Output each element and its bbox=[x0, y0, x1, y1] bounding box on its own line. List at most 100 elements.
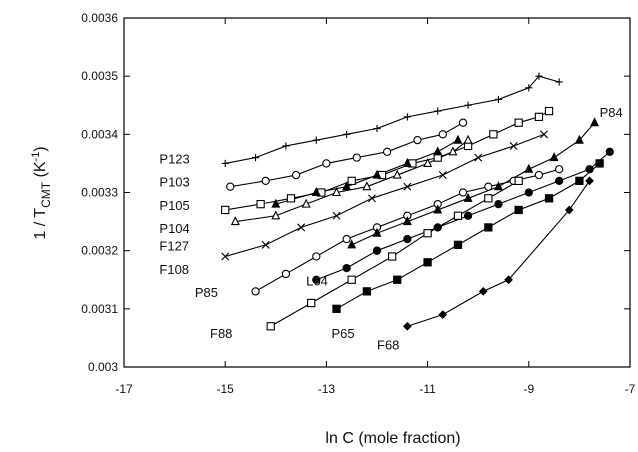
square-marker bbox=[484, 194, 493, 203]
triangle-marker bbox=[230, 216, 240, 226]
diamond-marker bbox=[402, 321, 412, 331]
square-marker bbox=[423, 258, 432, 267]
series-line bbox=[270, 180, 519, 327]
y-tick-label: 0.0033 bbox=[81, 186, 118, 200]
circle-marker bbox=[372, 246, 382, 255]
square-marker bbox=[347, 275, 356, 284]
square-marker bbox=[423, 229, 432, 238]
cross-marker bbox=[297, 223, 306, 232]
square-marker bbox=[484, 223, 493, 232]
plus-marker bbox=[282, 142, 290, 150]
x-axis-title: ln C (mole fraction) bbox=[325, 430, 460, 447]
square-marker bbox=[544, 106, 554, 116]
diamond-marker bbox=[478, 287, 488, 296]
square-marker bbox=[388, 252, 397, 261]
x-tick-label: -9 bbox=[523, 382, 534, 396]
series-label-p65: P65 bbox=[331, 326, 354, 341]
triangle-marker bbox=[332, 187, 342, 197]
circle-marker bbox=[251, 287, 260, 296]
cross-marker-b bbox=[297, 223, 306, 232]
square-marker bbox=[534, 112, 544, 122]
y-tick-label: 0.0031 bbox=[81, 302, 118, 316]
series-label-p103: P103 bbox=[159, 175, 189, 190]
diamond-marker bbox=[438, 310, 448, 320]
square-marker bbox=[347, 176, 356, 186]
triangle-marker bbox=[311, 187, 321, 197]
triangle-marker bbox=[463, 134, 473, 144]
plus-marker bbox=[555, 78, 563, 86]
cross-marker bbox=[474, 153, 483, 162]
series-line bbox=[351, 122, 595, 246]
square-marker bbox=[514, 176, 523, 186]
triangle-marker bbox=[433, 146, 443, 156]
square-marker bbox=[266, 322, 275, 331]
y-axis-title-main: 1 / T bbox=[32, 208, 49, 240]
cross-marker bbox=[438, 171, 447, 180]
series-label-f127: F127 bbox=[159, 239, 189, 254]
chart-axes: -17 -15 -13 -11 -9 -7 0.003 0.0031 0.0032 0.0033 0… bbox=[81, 11, 635, 396]
triangle-marker bbox=[271, 198, 281, 208]
triangle-marker bbox=[574, 134, 584, 144]
triangle-marker bbox=[549, 152, 559, 162]
triangle-marker bbox=[493, 181, 503, 191]
series-line bbox=[225, 133, 545, 258]
triangle-marker bbox=[372, 169, 382, 179]
square-marker bbox=[221, 205, 230, 215]
cross-marker-b bbox=[509, 141, 518, 150]
circle-marker bbox=[403, 234, 412, 244]
circle-marker bbox=[458, 118, 468, 127]
plus-marker bbox=[343, 130, 351, 138]
y-tick-label: 0.003 bbox=[88, 360, 118, 374]
cross-marker bbox=[261, 240, 270, 249]
circle-marker bbox=[281, 269, 291, 279]
cross-marker bbox=[509, 141, 518, 150]
circle-marker bbox=[438, 130, 447, 139]
series-line bbox=[336, 163, 600, 310]
plot-frame bbox=[123, 17, 631, 368]
cross-marker bbox=[539, 130, 548, 139]
square-marker bbox=[286, 194, 296, 203]
square-marker bbox=[362, 287, 372, 296]
x-tick-label: -11 bbox=[419, 382, 436, 396]
circle-marker bbox=[226, 182, 235, 191]
triangle-marker bbox=[453, 134, 463, 144]
series-line bbox=[225, 110, 550, 211]
series-label-p85: P85 bbox=[195, 285, 218, 300]
y-axis-title-unit: (K bbox=[32, 161, 49, 182]
diamond-marker bbox=[564, 205, 574, 215]
cross-marker-b bbox=[221, 252, 230, 261]
diamond-marker bbox=[504, 275, 513, 285]
plus-marker bbox=[464, 101, 472, 109]
triangle-marker bbox=[362, 181, 372, 191]
circle-marker bbox=[524, 188, 533, 197]
circle-marker bbox=[291, 170, 301, 180]
cross-marker-b bbox=[474, 153, 483, 162]
triangle-marker bbox=[271, 210, 281, 220]
plus-marker bbox=[494, 95, 503, 104]
x-tick-label: -13 bbox=[318, 382, 336, 396]
triangle-marker bbox=[347, 239, 357, 249]
cross-marker bbox=[332, 211, 341, 220]
series-label-p84: P84 bbox=[600, 105, 623, 120]
circle-marker bbox=[433, 223, 442, 232]
triangle-marker bbox=[423, 157, 433, 167]
triangle-marker bbox=[342, 181, 352, 191]
circle-marker bbox=[352, 153, 361, 162]
circle-marker bbox=[413, 135, 422, 145]
triangle-marker bbox=[402, 157, 412, 167]
cross-marker-b bbox=[438, 171, 447, 180]
circle-marker bbox=[605, 147, 614, 156]
cross-marker bbox=[367, 194, 376, 203]
series-markers bbox=[221, 72, 614, 331]
triangle-marker bbox=[524, 163, 534, 173]
plus-marker bbox=[373, 124, 381, 133]
diamond-marker bbox=[585, 176, 594, 186]
square-marker bbox=[489, 130, 498, 139]
square-marker bbox=[595, 159, 604, 168]
y-axis-title-exp: -1 bbox=[30, 152, 42, 162]
square-marker bbox=[544, 194, 554, 203]
series-label-f108: F108 bbox=[159, 262, 189, 277]
plus-marker bbox=[535, 72, 543, 80]
circle-marker bbox=[312, 275, 321, 284]
